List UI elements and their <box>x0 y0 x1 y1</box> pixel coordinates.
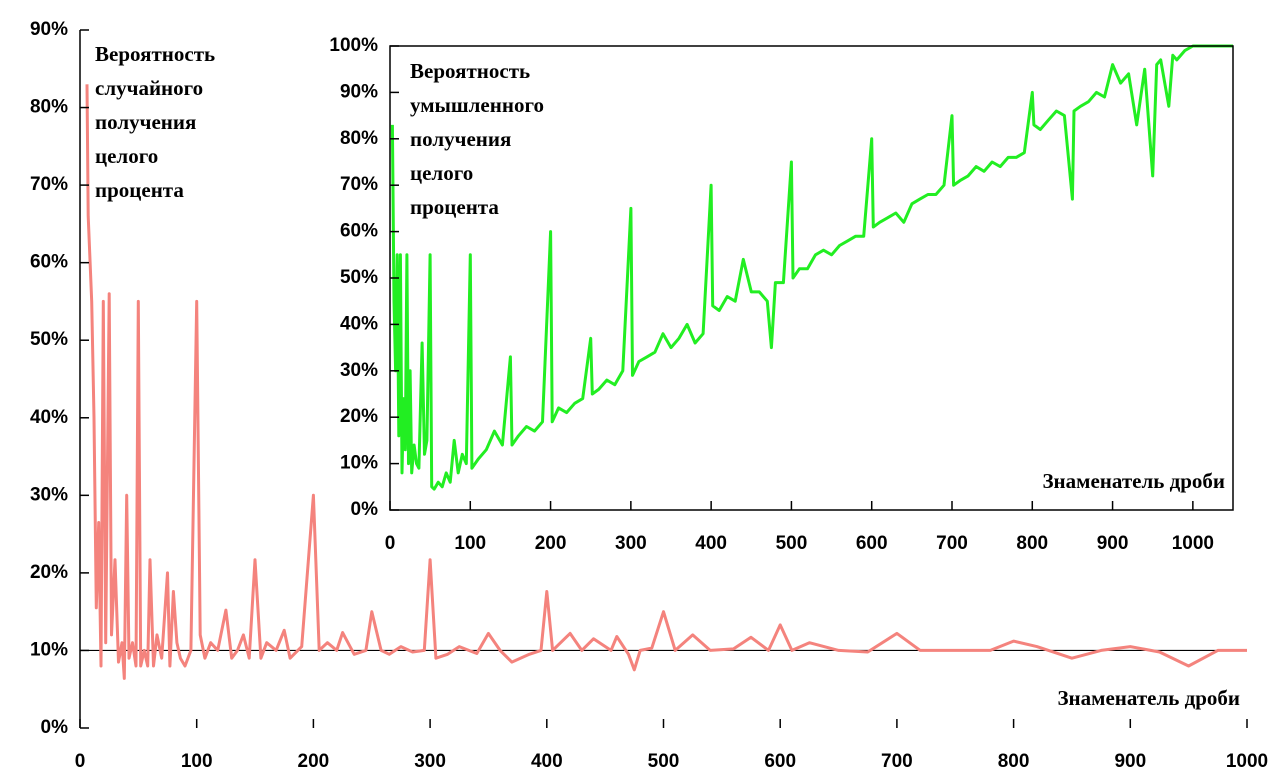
annotation: процента <box>410 195 499 219</box>
y-tick-label: 40% <box>340 313 378 334</box>
y-tick-label: 20% <box>30 562 68 583</box>
x-tick-label: 700 <box>936 533 968 554</box>
y-tick-label: 80% <box>30 97 68 118</box>
x-tick-label: 600 <box>856 533 888 554</box>
data-line <box>85 84 1247 680</box>
annotation: целого <box>410 161 473 185</box>
x-tick-label: 400 <box>695 533 727 554</box>
x-tick-label: 800 <box>1016 533 1048 554</box>
y-tick-label: 10% <box>340 453 378 474</box>
y-tick-label: 70% <box>340 174 378 195</box>
y-tick-label: 90% <box>30 19 68 40</box>
x-tick-label: 600 <box>764 751 796 772</box>
annotation: случайного <box>95 76 203 100</box>
x-axis-label: Знаменатель дроби <box>1057 686 1240 710</box>
y-tick-label: 40% <box>30 407 68 428</box>
y-tick-label: 50% <box>340 267 378 288</box>
y-tick-label: 0% <box>351 499 379 520</box>
x-tick-label: 800 <box>998 751 1030 772</box>
y-tick-label: 30% <box>30 484 68 505</box>
y-tick-label: 20% <box>340 406 378 427</box>
x-tick-label: 700 <box>881 751 913 772</box>
annotation: получения <box>95 110 196 134</box>
data-line <box>390 44 1233 491</box>
y-tick-label: 60% <box>30 252 68 273</box>
plot-area <box>390 46 1233 510</box>
x-tick-label: 500 <box>776 533 808 554</box>
x-tick-label: 400 <box>531 751 563 772</box>
annotation: Вероятность <box>410 59 530 83</box>
x-tick-label: 300 <box>615 533 647 554</box>
annotation: процента <box>95 178 184 202</box>
y-tick-label: 60% <box>340 221 378 242</box>
x-tick-label: 1000 <box>1172 533 1214 554</box>
y-tick-label: 0% <box>41 717 69 738</box>
y-tick-label: 80% <box>340 128 378 149</box>
annotation: Вероятность <box>95 42 215 66</box>
x-tick-label: 1000 <box>1226 751 1268 772</box>
annotation: получения <box>410 127 511 151</box>
x-tick-label: 200 <box>298 751 330 772</box>
x-tick-label: 100 <box>454 533 486 554</box>
annotation: умышленного <box>410 93 544 117</box>
x-tick-label: 0 <box>385 533 396 554</box>
x-tick-label: 300 <box>414 751 446 772</box>
x-tick-label: 200 <box>535 533 567 554</box>
y-tick-label: 90% <box>340 81 378 102</box>
annotation: целого <box>95 144 158 168</box>
y-tick-label: 30% <box>340 360 378 381</box>
y-tick-label: 50% <box>30 329 68 350</box>
x-axis-label: Знаменатель дроби <box>1042 469 1225 493</box>
y-tick-label: 10% <box>30 639 68 660</box>
x-tick-label: 100 <box>181 751 213 772</box>
y-tick-label: 100% <box>329 35 378 56</box>
x-tick-label: 900 <box>1097 533 1129 554</box>
x-tick-label: 0 <box>75 751 86 772</box>
x-tick-label: 900 <box>1114 751 1146 772</box>
x-tick-label: 500 <box>648 751 680 772</box>
y-tick-label: 70% <box>30 174 68 195</box>
